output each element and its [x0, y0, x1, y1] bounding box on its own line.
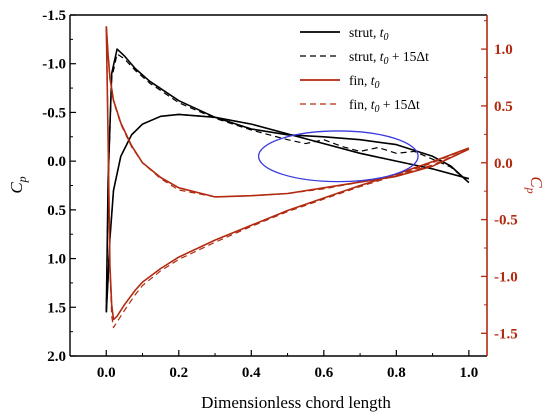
legend-item: strut, t0 [300, 25, 389, 43]
y-right-axis-title: Cp [524, 176, 546, 193]
y-left-tick-label: -0.5 [42, 105, 66, 121]
y-left-axis-title: Cp [7, 176, 29, 193]
series-strut-solid [105, 48, 470, 313]
legend-label-suffix: + 15Δt [389, 49, 430, 64]
y-left-tick-label: 0.5 [47, 203, 66, 219]
legend-label: fin, t0 [349, 73, 380, 91]
series-strut-dashed [105, 53, 470, 313]
y-left-axis-title-main: C [7, 182, 26, 194]
annotation-layer [257, 130, 419, 183]
legend-label-suffix: + 15Δt [380, 97, 421, 112]
x-tick-label: 0.2 [169, 365, 188, 381]
svg-text:Cp: Cp [524, 176, 546, 193]
legend-label: strut, t0 [349, 25, 389, 43]
legend-label-sub: 0 [375, 80, 380, 91]
series-layer [105, 26, 470, 329]
axis-titles: Dimensionless chord length Cp Cp [7, 176, 546, 412]
legend-label: fin, t0 + 15Δt [349, 97, 420, 115]
y-left-tick-label: -1.0 [42, 57, 66, 73]
y-right-tick-label: 0.5 [494, 99, 513, 115]
y-left-tick-label: -1.5 [42, 8, 66, 24]
y-left-tick-label: 2.0 [47, 349, 66, 365]
series-line-lower [105, 113, 470, 313]
legend-label: strut, t0 + 15Δt [349, 49, 429, 67]
legend-label-sub: 0 [384, 56, 389, 67]
series-line-lower [105, 113, 470, 313]
series-line-lower [105, 26, 470, 329]
y-left-tick-label: 0.0 [47, 154, 66, 170]
y-right-tick-label: -1.0 [494, 269, 518, 285]
y-right-tick-label: -1.5 [494, 326, 518, 342]
legend-item: fin, t0 + 15Δt [300, 97, 420, 115]
legend-label-var: t [380, 25, 385, 40]
y-left-tick-label: 1.0 [47, 252, 66, 268]
x-tick-label: 0.8 [387, 365, 406, 381]
y-left-axis-title-sub: p [15, 176, 29, 183]
x-axis-title: Dimensionless chord length [201, 393, 391, 412]
legend-label-var: t [380, 49, 385, 64]
series-line-upper [105, 53, 470, 313]
x-tick-label: 0.0 [97, 365, 116, 381]
x-tick-label: 0.6 [314, 365, 333, 381]
legend-item: fin, t0 [300, 73, 380, 91]
legend-label-name: strut, [349, 25, 380, 40]
legend-label-var: t [371, 97, 376, 112]
legend-label-name: fin, [349, 97, 371, 112]
highlight-ellipse [257, 130, 419, 183]
x-tick-label: 1.0 [459, 365, 478, 381]
legend-label-sub: 0 [375, 104, 380, 115]
axes-layer: 0.0 0.2 0.4 0.6 0.8 1.0 -1.5 -1.0 -0.5 0.0 0.5 1.0 1… [42, 8, 518, 381]
y-right-axis-title-main: C [527, 176, 546, 188]
legend-label-name: fin, [349, 73, 371, 88]
y-right-tick-label: 1.0 [494, 42, 513, 58]
legend-label-var: t [371, 73, 376, 88]
y-right-axis-title-sub: p [524, 187, 538, 194]
x-tick-label: 0.4 [242, 365, 261, 381]
series-line-lower [105, 26, 470, 321]
y-left-tick-label: 1.5 [47, 300, 66, 316]
series-fin-solid [105, 26, 470, 321]
legend-label-sub: 0 [384, 32, 389, 43]
y-right-tick-label: 0.0 [494, 156, 513, 172]
series-line-upper [105, 48, 470, 313]
y-right-tick-label: -0.5 [494, 213, 518, 229]
legend-item: strut, t0 + 15Δt [300, 49, 429, 67]
svg-text:Cp: Cp [7, 176, 29, 193]
legend-label-name: strut, [349, 49, 380, 64]
